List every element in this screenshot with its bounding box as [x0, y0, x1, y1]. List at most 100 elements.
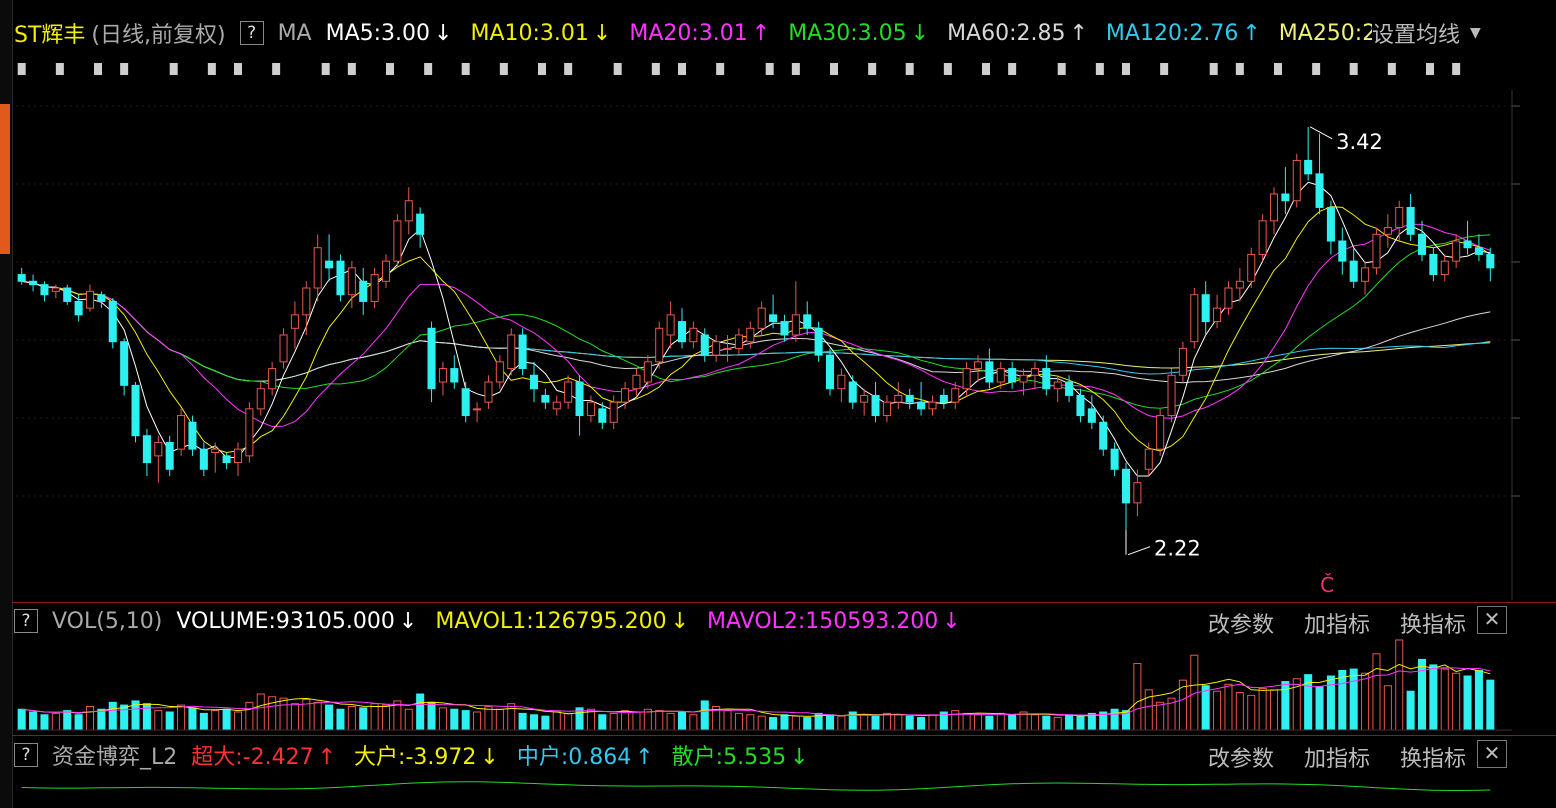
- volume-bar: [1247, 694, 1256, 731]
- info-flag-icon: [461, 63, 470, 75]
- volume-bar: [996, 712, 1005, 731]
- volume-bar: [1110, 708, 1119, 731]
- candle-body: [347, 267, 356, 296]
- volume-bar: [1486, 679, 1495, 731]
- candle-body: [757, 307, 766, 329]
- candle-body: [632, 374, 641, 390]
- volume-bar: [108, 701, 117, 731]
- volume-bar: [1133, 663, 1142, 731]
- candle-body: [1201, 294, 1210, 323]
- volume-bar: [894, 714, 903, 731]
- volume-bar: [837, 715, 846, 731]
- candle-body: [1440, 260, 1449, 276]
- volume-bar: [1361, 672, 1370, 731]
- info-flag-icon: [1057, 63, 1066, 75]
- ma5-line: [21, 181, 1491, 477]
- indicator-name[interactable]: MA: [277, 20, 312, 46]
- candle-body: [894, 394, 903, 403]
- info-flag-icon: [347, 63, 356, 75]
- vol-switch-indicator-button[interactable]: 换指标: [1400, 613, 1467, 638]
- volume-bar: [188, 707, 197, 731]
- ma-value: MA120:2.76: [1105, 20, 1239, 46]
- volume-bar: [1224, 683, 1233, 731]
- volume-bar: [154, 710, 163, 731]
- volume-bar: [120, 704, 129, 731]
- volume-bar: [85, 705, 95, 731]
- candle-body: [1269, 193, 1279, 222]
- ma-help-button[interactable]: ?: [239, 21, 264, 45]
- volume-bar: [40, 714, 49, 731]
- volume-bar: [803, 717, 812, 731]
- candle-body: [962, 368, 971, 390]
- volume-bar: [1338, 669, 1347, 731]
- candle-body: [233, 448, 243, 464]
- vol-edit-params-button[interactable]: 改参数: [1208, 613, 1275, 638]
- info-flag-icon: [386, 63, 394, 75]
- vol-close-icon[interactable]: ✕: [1477, 606, 1507, 634]
- volume-bar: [1144, 689, 1153, 731]
- volume-bar: [256, 693, 265, 731]
- fund-value: 大户:-3.972: [354, 745, 477, 770]
- volume-ma-line: [21, 667, 1491, 717]
- volume-bar: [233, 711, 243, 731]
- volume-bar: [290, 703, 299, 731]
- vol-add-indicator-button[interactable]: 加指标: [1304, 613, 1371, 638]
- info-flag-icon: [943, 63, 952, 75]
- candle-body: [1395, 206, 1404, 229]
- fund-close-icon[interactable]: ✕: [1477, 740, 1507, 768]
- volume-bar: [17, 708, 26, 731]
- fund-panel-tools: 改参数 加指标 换指标: [1208, 741, 1466, 773]
- candle-body: [1110, 448, 1119, 470]
- vol-indicator-name[interactable]: VOL(5,10): [52, 608, 163, 634]
- candle-body: [256, 388, 265, 410]
- candle-body: [154, 441, 163, 457]
- sidebar-active-marker[interactable]: [0, 104, 10, 254]
- info-flag-icon: [613, 63, 622, 75]
- candle-body: [1019, 374, 1028, 383]
- info-flag-icon: [651, 63, 660, 75]
- fund-help-button[interactable]: ?: [14, 743, 38, 767]
- candle-body: [996, 368, 1005, 383]
- candle-body: [1144, 448, 1153, 470]
- volume-bar: [495, 708, 504, 731]
- fund-add-indicator-button[interactable]: 加指标: [1304, 747, 1371, 772]
- info-flag-icon: [1160, 63, 1169, 75]
- info-flag-icon: [94, 63, 102, 75]
- volume-bar: [1406, 690, 1415, 731]
- vol-help-button[interactable]: ?: [14, 609, 38, 633]
- volume-bar: [541, 715, 550, 731]
- vol-values: VOLUME:93105.000 ↓ MAVOL1:126795.200 ↓ MAVOL…: [176, 609, 978, 634]
- trend-arrow-icon: ↑: [317, 745, 337, 770]
- fund-switch-indicator-button[interactable]: 换指标: [1400, 747, 1467, 772]
- candle-body: [882, 401, 891, 417]
- candle-body: [461, 388, 470, 417]
- fund-edit-params-button[interactable]: 改参数: [1208, 747, 1275, 772]
- event-marker: Č: [1320, 573, 1334, 597]
- candle-body: [507, 334, 516, 370]
- volume-bar: [313, 701, 322, 731]
- candle-body: [871, 394, 880, 417]
- candle-body: [803, 314, 812, 329]
- trend-arrow-icon: ↑: [1242, 20, 1261, 46]
- kline-chart[interactable]: 3.42 2.22 Č: [12, 0, 1556, 808]
- volume-bar: [177, 704, 186, 731]
- candle-body: [74, 300, 83, 316]
- trend-arrow-icon: ↓: [910, 20, 930, 46]
- candle-body: [108, 300, 117, 343]
- volume-bar: [951, 710, 960, 731]
- candle-body: [29, 280, 38, 286]
- trend-arrow-icon: ↓: [942, 608, 961, 634]
- candle-body: [1304, 159, 1313, 175]
- fund-indicator-name[interactable]: 资金博弈_L2: [52, 745, 178, 770]
- volume-bar: [450, 708, 459, 731]
- candle-body: [1474, 247, 1483, 255]
- info-flag-icon: [765, 63, 774, 75]
- chevron-down-icon: ▼: [1470, 25, 1481, 41]
- set-ma-button[interactable]: 设置均线 ▼: [1372, 18, 1556, 48]
- candle-body: [848, 381, 857, 403]
- info-flag-icon: [17, 63, 26, 75]
- candle-body: [177, 415, 186, 450]
- volume-bar: [416, 693, 425, 731]
- info-flag-icon: [982, 63, 990, 75]
- volume-bar: [63, 710, 72, 731]
